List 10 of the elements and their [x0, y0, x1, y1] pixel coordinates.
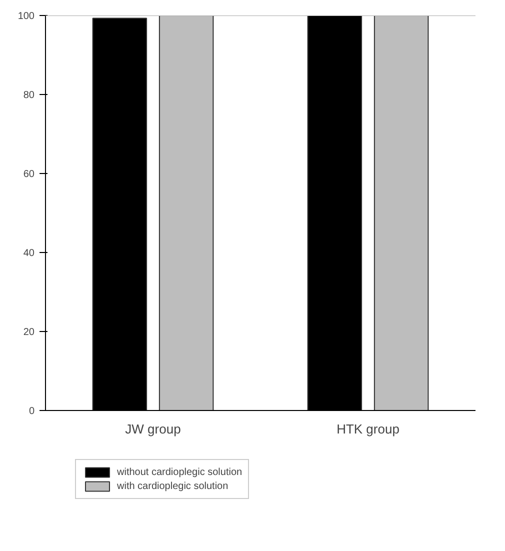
legend-label: without cardioplegic solution: [117, 466, 242, 478]
x-tick-label: HTK group: [336, 422, 400, 436]
y-tick-label: 20: [23, 327, 35, 338]
y-tick-label: 60: [23, 169, 35, 180]
y-tick-label: 40: [23, 248, 35, 259]
y-tick-label: 80: [23, 90, 35, 101]
y-tick-label: 0: [28, 406, 35, 417]
x-tick-label: JW group: [125, 422, 181, 436]
y-tick-label: 100: [18, 11, 35, 22]
legend-label: with cardioplegic solution: [117, 480, 228, 492]
